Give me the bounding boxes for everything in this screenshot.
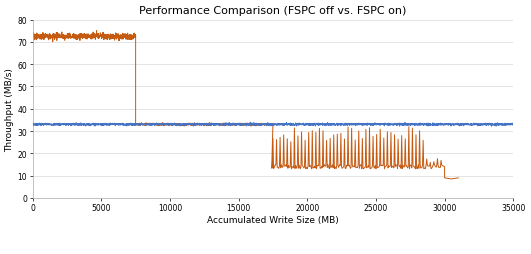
Title: Performance Comparison (FSPC off vs. FSPC on): Performance Comparison (FSPC off vs. FSP… bbox=[139, 6, 407, 15]
Y-axis label: Throughput (MB/s): Throughput (MB/s) bbox=[5, 68, 14, 151]
X-axis label: Accumulated Write Size (MB): Accumulated Write Size (MB) bbox=[207, 215, 339, 224]
